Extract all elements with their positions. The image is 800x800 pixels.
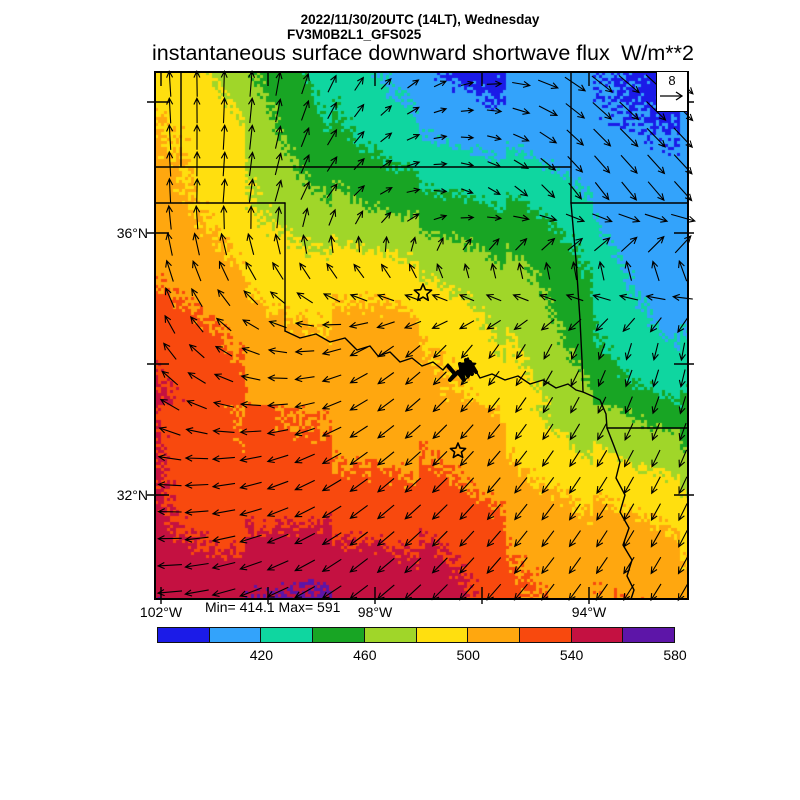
colorbar-tick-label: 580 xyxy=(663,647,687,663)
colorbar-segment-4 xyxy=(363,627,417,643)
colorbar-segment-7 xyxy=(518,627,572,643)
plot-units-label: W/m**2 xyxy=(621,41,694,65)
colorbar-tick-label: 540 xyxy=(559,647,584,663)
colorbar-tick-label: 420 xyxy=(249,647,274,663)
reference-vector-label: 8 xyxy=(668,73,676,88)
colorbar-segment-2 xyxy=(260,627,314,643)
city-star-marker xyxy=(449,442,467,459)
lat-tick-label: 36°N xyxy=(116,225,148,241)
city-star-marker xyxy=(459,357,477,374)
lon-tick-label: 94°W xyxy=(571,604,607,620)
lon-tick-label: 102°W xyxy=(139,604,183,620)
colorbar-segment-9 xyxy=(622,627,676,643)
state-border-texas-arkansas-south xyxy=(582,391,608,429)
colorbar-tick-label: 500 xyxy=(456,647,480,663)
reference-arrow-icon xyxy=(660,91,684,101)
map-frame xyxy=(154,71,689,600)
lat-tick-label: 32°N xyxy=(116,487,148,503)
reference-vector-box: 8 xyxy=(656,71,688,112)
city-star-marker xyxy=(413,283,433,302)
axis-ticks xyxy=(147,72,694,604)
state-border-texas-louisiana-sabine xyxy=(606,427,635,600)
header-model-run: FV3M0B2L1_GFS025 xyxy=(287,27,422,42)
colorbar-segment-3 xyxy=(312,627,365,643)
colorbar-segment-1 xyxy=(208,627,262,643)
colorbar-segment-6 xyxy=(467,627,520,643)
colorbar-segment-5 xyxy=(415,627,469,643)
lon-tick-label: 98°W xyxy=(357,604,393,620)
colorbar-tick-label: 460 xyxy=(353,647,377,663)
colorbar-segment-0 xyxy=(157,627,210,643)
header-datetime: 2022/11/30/20UTC (14LT), Wednesday xyxy=(300,12,540,27)
minmax-label: Min= 414.1 Max= 591 xyxy=(205,599,341,615)
wind-arrows xyxy=(156,70,697,602)
colorbar-segment-8 xyxy=(570,627,624,643)
plot-title: instantaneous surface downward shortwave… xyxy=(152,41,610,65)
colorbar xyxy=(157,627,676,643)
